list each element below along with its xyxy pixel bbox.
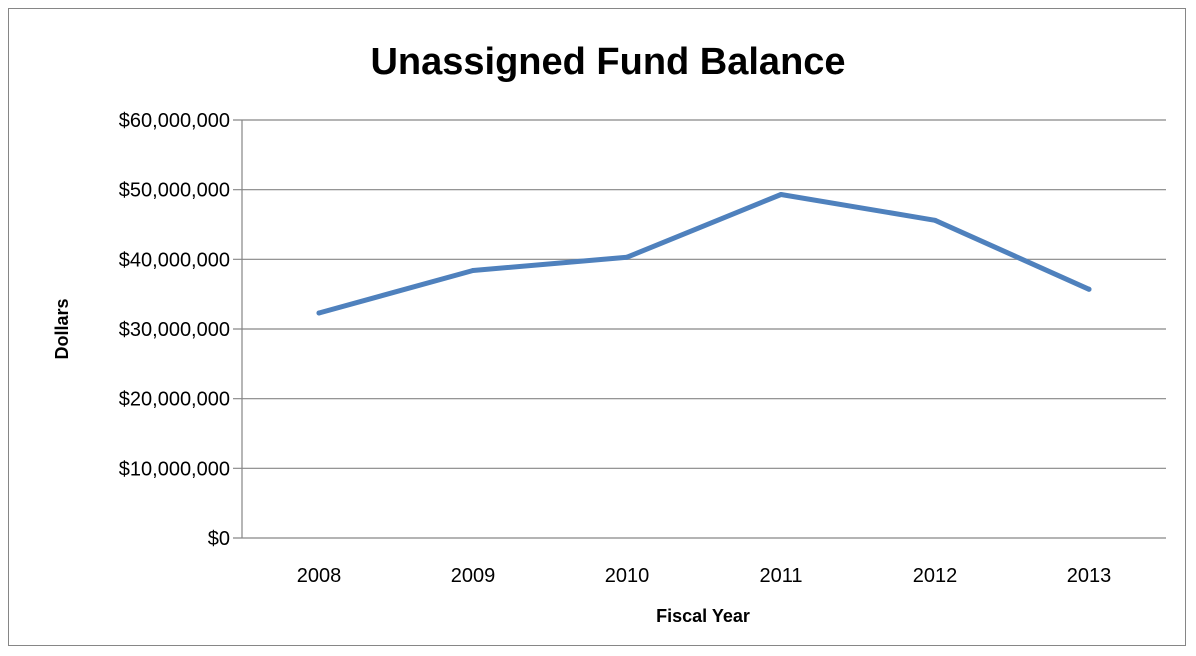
- y-tick-label: $40,000,000: [119, 249, 230, 271]
- series-line: [316, 192, 1092, 316]
- chart-frame: [8, 8, 1186, 646]
- data-point: [1086, 286, 1092, 292]
- x-tick-label: 2008: [297, 565, 342, 587]
- data-point: [470, 267, 476, 273]
- x-tick-label: 2011: [759, 565, 802, 587]
- data-point: [624, 254, 630, 260]
- data-point: [778, 192, 784, 198]
- y-axis-ticks: $0 $10,000,000 $20,000,000 $30,000,000 $40,0…: [119, 110, 230, 550]
- x-tick-label: 2013: [1067, 565, 1112, 587]
- data-point: [932, 217, 938, 223]
- x-axis-ticks: 2008 2009 2010 2011 2012 2013: [297, 565, 1112, 587]
- y-axis-title: Dollars: [52, 298, 72, 359]
- x-tick-label: 2010: [605, 565, 650, 587]
- y-tick-label: $50,000,000: [119, 180, 230, 202]
- y-tick-label: $10,000,000: [119, 458, 230, 480]
- data-point: [316, 310, 322, 316]
- chart-title: Unassigned Fund Balance: [370, 41, 845, 83]
- series-group: [316, 192, 1092, 316]
- y-tick-label: $0: [208, 528, 230, 550]
- x-tick-label: 2009: [451, 565, 496, 587]
- y-tick-label: $60,000,000: [119, 110, 230, 132]
- x-axis-title: Fiscal Year: [656, 606, 750, 626]
- gridlines: [233, 119, 1166, 539]
- y-tick-label: $30,000,000: [119, 319, 230, 341]
- y-tick-label: $20,000,000: [119, 389, 230, 411]
- x-tick-label: 2012: [913, 565, 958, 587]
